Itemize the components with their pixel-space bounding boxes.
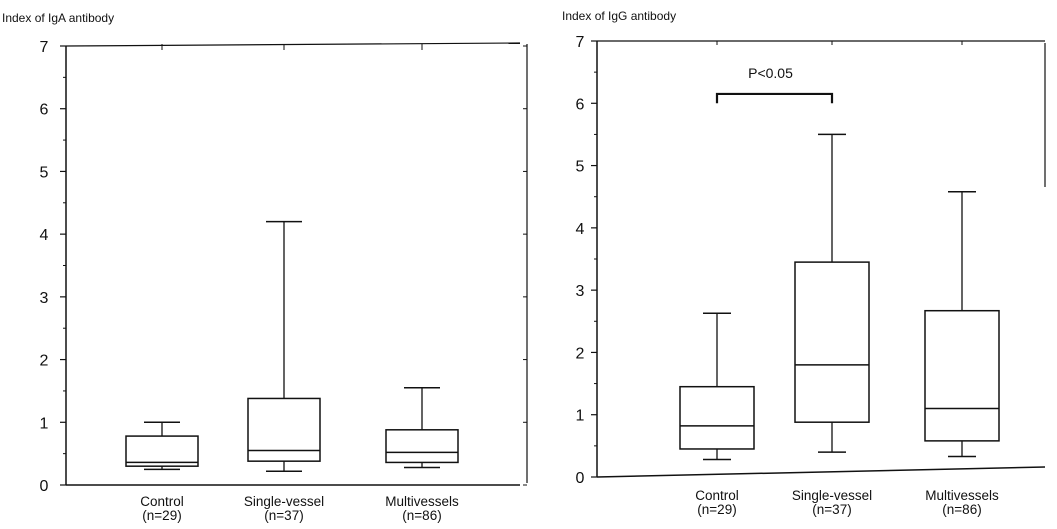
x-category-label: Single-vessel <box>244 494 324 509</box>
iga-x-labels: Control(n=29) Single-vessel(n=37) Multives… <box>140 494 459 523</box>
box-control <box>125 421 199 471</box>
iqr-box <box>794 261 870 423</box>
iqr-box <box>924 309 1000 442</box>
x-category-n: (n=86) <box>402 508 441 523</box>
x-category-label: Single-vessel <box>792 488 872 503</box>
x-category-label: Control <box>695 488 739 503</box>
x-category-n: (n=37) <box>264 508 303 523</box>
x-category-label: Multivessels <box>925 488 999 503</box>
y-tick-label: 6 <box>40 102 49 119</box>
box-single-vessel <box>247 220 321 472</box>
p-value-label: P<0.05 <box>748 65 793 81</box>
x-axis-line <box>596 466 1046 478</box>
x-category-n: (n=37) <box>812 502 851 517</box>
x-category-n: (n=29) <box>697 502 736 517</box>
y-tick-label: 4 <box>40 227 49 244</box>
y-tick-label: 2 <box>40 353 49 370</box>
y-tick-label: 4 <box>576 221 585 238</box>
box-single-vessel <box>794 133 870 453</box>
box-control <box>679 312 755 461</box>
y-tick-label: 7 <box>576 34 585 51</box>
box-multivessels <box>924 190 1000 458</box>
significance-bracket: P<0.05 <box>715 65 834 104</box>
y-tick-label: 3 <box>576 283 585 300</box>
y-tick-label: 3 <box>40 290 49 307</box>
iqr-box <box>385 429 459 464</box>
y-tick-label: 0 <box>40 478 49 495</box>
y-tick-label: 1 <box>40 415 49 432</box>
iqr-box <box>679 385 755 450</box>
y-tick-label: 2 <box>576 345 585 362</box>
y-tick-label: 0 <box>576 470 585 487</box>
y-tick-label: 5 <box>40 164 49 181</box>
igg-boxes <box>679 133 1000 461</box>
iqr-box <box>247 397 321 462</box>
igg-y-axis-label: Index of IgG antibody <box>562 9 676 23</box>
x-category-n: (n=29) <box>142 508 181 523</box>
box-multivessels <box>385 387 459 469</box>
y-tick-label: 6 <box>576 96 585 113</box>
iga-y-ticks: 0 1 2 3 4 5 6 7 <box>40 39 527 495</box>
x-category-label: Control <box>140 494 184 509</box>
iga-y-axis-label: Index of IgA antibody <box>2 11 114 25</box>
y-tick-label: 7 <box>40 39 49 56</box>
y-tick-label: 1 <box>576 408 585 425</box>
bracket-line <box>715 92 834 104</box>
iga-boxes <box>125 220 459 472</box>
igg-x-labels: Control(n=29) Single-vessel(n=37) Multives… <box>695 488 999 517</box>
x-category-label: Multivessels <box>385 494 459 509</box>
igg-y-ticks: 0 1 2 3 4 5 6 7 <box>576 34 963 487</box>
top-frame-line <box>65 42 521 47</box>
iqr-box <box>125 435 199 467</box>
x-category-n: (n=86) <box>942 502 981 517</box>
y-tick-label: 5 <box>576 159 585 176</box>
